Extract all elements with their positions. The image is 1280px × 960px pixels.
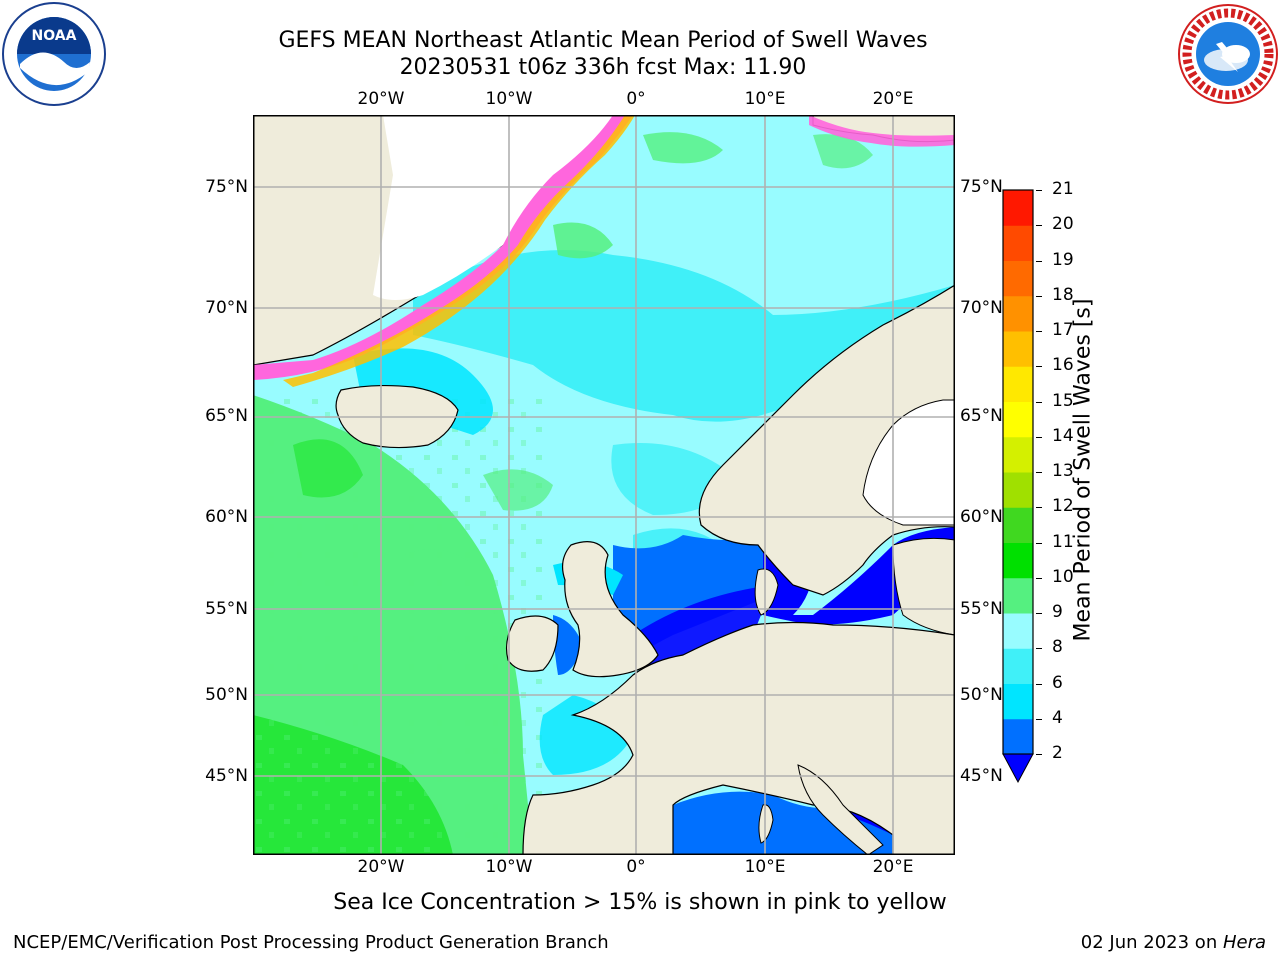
colorbar-tick-label: 11: [1052, 531, 1074, 552]
sea-ice-note: Sea Ice Concentration > 15% is shown in …: [0, 890, 1280, 915]
colorbar-tick-label: 2: [1052, 743, 1063, 763]
colorbar-tick-mark: [1036, 577, 1042, 579]
footer-right: 02 Jun 2023 on Hera: [1081, 932, 1266, 953]
lat-label-right-70n: 70°N: [960, 298, 1003, 318]
map-panel: [253, 115, 955, 855]
colorbar-segment: [1003, 613, 1033, 649]
colorbar-tick-mark: [1036, 613, 1042, 614]
colorbar-tick-label: 19: [1052, 249, 1074, 270]
colorbar-svg: [1002, 189, 1034, 784]
colorbar-tick-label: 18: [1052, 284, 1074, 305]
lat-label-left-45n: 45°N: [205, 766, 248, 786]
colorbar-tick-mark: [1036, 295, 1042, 297]
colorbar-segment: [1003, 401, 1033, 438]
svg-text:NOAA: NOAA: [32, 28, 77, 44]
colorbar-tick-mark: [1036, 225, 1042, 227]
land-ireland: [505, 615, 559, 672]
colorbar-tick-mark: [1036, 401, 1042, 403]
colorbar-tick-label: 13: [1052, 461, 1074, 481]
colorbar-tick-label: 6: [1052, 672, 1063, 693]
lat-label-left-50n: 50°N: [205, 685, 248, 705]
colorbar-tick-mark: [1036, 507, 1042, 509]
lat-label-left-75n: 75°N: [205, 177, 248, 197]
lat-label-left-70n: 70°N: [205, 298, 248, 318]
footer-date: 02 Jun 2023 on: [1080, 932, 1223, 953]
lon-label-bottom-10e: 10°E: [744, 857, 786, 877]
lon-label-top-10w: 10°W: [485, 89, 533, 109]
chart-subtitle: 20230531 t06z 336h fcst Max: 11.90: [399, 55, 807, 80]
chart-title: GEFS MEAN Northeast Atlantic Mean Period…: [278, 28, 928, 53]
colorbar-tick-mark: [1036, 718, 1042, 720]
colorbar-tick-label: 21: [1052, 179, 1074, 199]
colorbar-tick-label: 15: [1052, 390, 1074, 411]
lon-label-bottom-20e: 20°E: [872, 857, 914, 877]
colorbar-tick-mark: [1036, 542, 1042, 544]
colorbar-segment: [1003, 436, 1033, 473]
lon-label-top-20e: 20°E: [872, 89, 914, 109]
colorbar-segment: [1003, 225, 1033, 261]
lat-label-left-60n: 60°N: [205, 507, 248, 527]
colorbar-tick-label: 14: [1052, 425, 1074, 446]
colorbar-tick-label: 20: [1052, 214, 1074, 235]
colorbar-tick-label: 16: [1052, 355, 1074, 376]
lon-label-top-20w: 20°W: [357, 89, 405, 109]
colorbar-tick-mark: [1036, 472, 1042, 473]
colorbar-label: Mean Period of Swell Waves [s]: [1070, 298, 1096, 642]
lon-label-top-0: 0°: [626, 89, 646, 109]
colorbar-segment: [1003, 295, 1033, 332]
footer-host: Hera: [1222, 932, 1266, 953]
colorbar-segment: [1003, 542, 1033, 579]
colorbar-segment: [1003, 260, 1033, 297]
colorbar-segment: [1003, 472, 1033, 508]
lat-label-left-55n: 55°N: [205, 599, 248, 619]
colorbar-under-triangle: [1002, 753, 1034, 784]
colorbar-tick-mark: [1036, 260, 1042, 262]
sea-ice-white: [373, 115, 613, 300]
sea-ice-edge: [253, 115, 633, 380]
lat-label-right-45n: 45°N: [960, 766, 1003, 786]
colorbar-tick-mark: [1036, 190, 1042, 191]
lat-label-right-55n: 55°N: [960, 599, 1003, 619]
colorbar-segment: [1003, 718, 1033, 755]
nws-logo: [1176, 2, 1280, 106]
colorbar-tick-label: 9: [1052, 602, 1063, 622]
lon-label-bottom-10w: 10°W: [485, 857, 533, 877]
colorbar-tick-label: 8: [1052, 637, 1063, 658]
colorbar-segment: [1003, 683, 1033, 720]
lon-label-top-10e: 10°E: [744, 89, 786, 109]
colorbar-tick-mark: [1036, 648, 1042, 650]
lon-label-bottom-20w: 20°W: [357, 857, 405, 877]
colorbar-ticks: 2 4 6 8 9 10 11 12 13 14 15 16 17 18 19 20 21: [1036, 0, 1084, 960]
colorbar-tick-label: 12: [1052, 496, 1074, 517]
map-gridlines: [253, 115, 955, 855]
colorbar-segment: [1003, 331, 1033, 367]
footer-left: NCEP/EMC/Verification Post Processing Pr…: [13, 932, 609, 953]
colorbar-tick-mark: [1036, 331, 1042, 332]
map-svg: [253, 115, 955, 855]
colorbar-segment: [1003, 648, 1033, 684]
lon-label-bottom-0: 0°: [626, 857, 646, 877]
sea-ice-note-text: Sea Ice Concentration > 15% is shown in …: [333, 890, 947, 915]
colorbar-segment: [1003, 190, 1033, 226]
colorbar-tick-label: 17: [1052, 320, 1074, 340]
colorbar-tick-mark: [1036, 366, 1042, 368]
colorbar-outline: [1002, 189, 1034, 755]
lat-label-right-75n: 75°N: [960, 177, 1003, 197]
colorbar-tick-label: 10: [1052, 566, 1074, 587]
noaa-logo: NOAA: [2, 2, 106, 106]
colorbar-tick-mark: [1036, 754, 1042, 755]
colorbar-tick-label: 4: [1052, 707, 1063, 728]
colorbar-segment: [1003, 507, 1033, 543]
colorbar-tick-mark: [1036, 436, 1042, 438]
swell-2-4s-mediterranean: [673, 791, 893, 855]
lat-label-left-65n: 65°N: [205, 406, 248, 426]
lat-label-right-60n: 60°N: [960, 507, 1003, 527]
lat-label-right-65n: 65°N: [960, 406, 1003, 426]
colorbar-tick-mark: [1036, 683, 1042, 685]
colorbar: [1000, 186, 1036, 786]
lat-label-right-50n: 50°N: [960, 685, 1003, 705]
colorbar-segment: [1003, 366, 1033, 402]
colorbar-segment: [1003, 577, 1033, 614]
